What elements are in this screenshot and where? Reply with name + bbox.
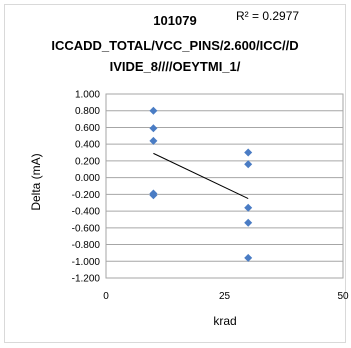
plot-area xyxy=(105,93,344,279)
data-point xyxy=(244,253,253,262)
y-axis-title: Delta (mA) xyxy=(29,153,43,210)
data-point xyxy=(149,136,158,145)
trendline xyxy=(153,152,249,199)
chart-frame xyxy=(4,4,346,343)
data-point xyxy=(149,106,158,115)
x-axis-ticks: 0 25 50 xyxy=(103,291,349,302)
y-tick-label: -1.000 xyxy=(72,257,101,268)
y-tick-label: -0.800 xyxy=(72,240,101,251)
y-axis-ticks: 1.000 0.800 0.600 0.400 0.200 0.000 -0.200 -0.4… xyxy=(72,90,101,285)
trendline-group xyxy=(153,152,249,199)
y-tick-label: -0.400 xyxy=(72,207,101,218)
y-tick-label: 0.200 xyxy=(75,156,100,167)
data-point xyxy=(149,191,158,200)
y-tick-label: 1.000 xyxy=(75,90,100,101)
data-point xyxy=(244,160,253,169)
x-tick-label: 0 xyxy=(103,291,109,302)
y-tick-label: 0.000 xyxy=(75,173,100,184)
chart-title: 101079 ICCADD_TOTAL/VCC_PINS/2.600/ICC//… xyxy=(51,13,298,74)
data-point xyxy=(244,148,253,157)
chart-title-line-2: ICCADD_TOTAL/VCC_PINS/2.600/ICC//D xyxy=(51,38,298,53)
y-tick-label: -0.200 xyxy=(72,190,101,201)
chart-title-line-3: IVIDE_8////OEYTMI_1/ xyxy=(110,59,241,74)
gridlines xyxy=(106,93,343,279)
x-axis-title: krad xyxy=(213,314,236,328)
y-tick-label: -1.200 xyxy=(72,274,101,285)
y-tick-label: 0.600 xyxy=(75,123,100,134)
x-tick-label: 50 xyxy=(337,291,349,302)
y-tick-label: -0.600 xyxy=(72,223,101,234)
data-point xyxy=(149,124,158,133)
y-tick-label: 0.400 xyxy=(75,140,100,151)
r-squared-label: R² = 0.2977 xyxy=(236,9,299,23)
chart-title-line-1: 101079 xyxy=(153,13,196,28)
data-point xyxy=(244,203,253,212)
y-tick-label: 0.800 xyxy=(75,106,100,117)
data-points xyxy=(149,106,253,262)
x-tick-label: 25 xyxy=(219,291,231,302)
data-point xyxy=(244,218,253,227)
